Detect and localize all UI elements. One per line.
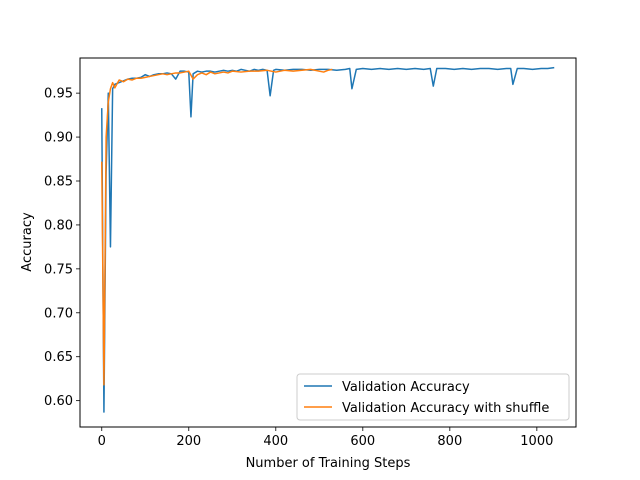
legend: Validation Accuracy Validation Accuracy … <box>296 373 570 421</box>
x-axis-ticks: 0 200 400 600 800 1000 <box>98 427 553 449</box>
x-tick-label: 0 <box>98 434 106 449</box>
series-line-validation-accuracy-with-shuffle <box>101 68 333 386</box>
x-tick-label: 800 <box>437 434 462 449</box>
y-axis-label: Accuracy <box>20 212 35 272</box>
plot-frame <box>79 57 577 428</box>
series-layer <box>101 66 555 413</box>
legend-label-validation-accuracy: Validation Accuracy <box>342 380 470 395</box>
y-tick-label: 0.80 <box>44 218 73 233</box>
x-tick-label: 400 <box>263 434 288 449</box>
y-tick-label: 0.95 <box>44 87 73 102</box>
y-tick-label: 0.75 <box>44 262 73 277</box>
plot-area-background <box>80 58 576 427</box>
y-tick-label: 0.90 <box>44 131 73 146</box>
y-tick-label: 0.60 <box>44 394 73 409</box>
legend-box <box>296 373 570 421</box>
x-axis-label: Number of Training Steps <box>246 456 411 471</box>
y-tick-label: 0.70 <box>44 306 73 321</box>
y-tick-label: 0.85 <box>44 175 73 190</box>
x-tick-label: 1000 <box>520 434 553 449</box>
x-tick-label: 600 <box>350 434 375 449</box>
legend-label-validation-accuracy-with-shuffle: Validation Accuracy with shuffle <box>342 401 549 416</box>
x-tick-label: 200 <box>176 434 201 449</box>
y-tick-label: 0.65 <box>44 350 73 365</box>
y-axis-ticks: 0.60 0.65 0.70 0.75 0.80 0.85 0.90 0.95 <box>44 87 80 409</box>
